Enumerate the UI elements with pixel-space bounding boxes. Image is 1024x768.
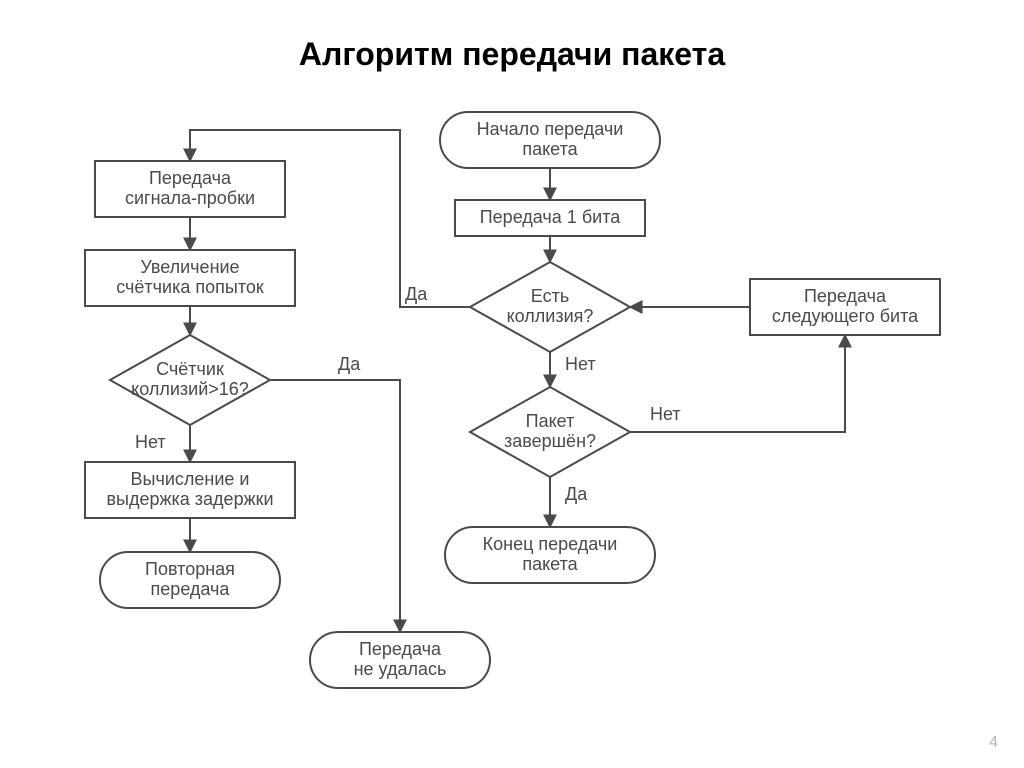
- node-text: Начало передачи: [477, 119, 624, 139]
- node-text: пакета: [522, 554, 578, 574]
- node-text: Повторная: [145, 559, 235, 579]
- page-number: 4: [989, 734, 998, 752]
- edge-label: Да: [338, 354, 361, 374]
- node-bit1: Передача 1 бита: [455, 200, 645, 236]
- node-text: Передача: [804, 286, 887, 306]
- edge-label: Нет: [135, 432, 166, 452]
- node-text: сигнала-пробки: [125, 188, 255, 208]
- edge-label: Нет: [565, 354, 596, 374]
- node-text: передача: [151, 579, 231, 599]
- node-text: Передача: [359, 639, 442, 659]
- node-text: Пакет: [526, 411, 575, 431]
- node-done: Пакетзавершён?: [470, 387, 630, 477]
- node-text: пакета: [522, 139, 578, 159]
- node-text: Конец передачи: [483, 534, 618, 554]
- node-text: коллизия?: [507, 306, 594, 326]
- node-text: выдержка задержки: [106, 489, 273, 509]
- node-jam: Передачасигнала-пробки: [95, 161, 285, 217]
- node-text: коллизий>16?: [131, 379, 249, 399]
- node-text: завершён?: [504, 431, 596, 451]
- node-delay: Вычисление ивыдержка задержки: [85, 462, 295, 518]
- node-text: Увеличение: [140, 257, 239, 277]
- node-collision: Естьколлизия?: [470, 262, 630, 352]
- flowchart-canvas: НетДаНетДаНетДаНачало передачипакетаПере…: [0, 0, 1024, 768]
- node-start: Начало передачипакета: [440, 112, 660, 168]
- node-text: Есть: [531, 286, 569, 306]
- node-inc: Увеличениесчётчика попыток: [85, 250, 295, 306]
- node-nextbit: Передачаследующего бита: [750, 279, 940, 335]
- node-text: Счётчик: [156, 359, 224, 379]
- node-text: Вычисление и: [131, 469, 250, 489]
- node-text: Передача: [149, 168, 232, 188]
- node-retry: Повторнаяпередача: [100, 552, 280, 608]
- edge-label: Нет: [650, 404, 681, 424]
- edge-label: Да: [405, 284, 428, 304]
- node-gt16: Счётчикколлизий>16?: [110, 335, 270, 425]
- node-fail: Передачане удалась: [310, 632, 490, 688]
- edge-label: Да: [565, 484, 588, 504]
- node-text: следующего бита: [772, 306, 919, 326]
- node-end: Конец передачипакета: [445, 527, 655, 583]
- node-text: счётчика попыток: [116, 277, 264, 297]
- node-text: не удалась: [354, 659, 447, 679]
- node-text: Передача 1 бита: [480, 207, 622, 227]
